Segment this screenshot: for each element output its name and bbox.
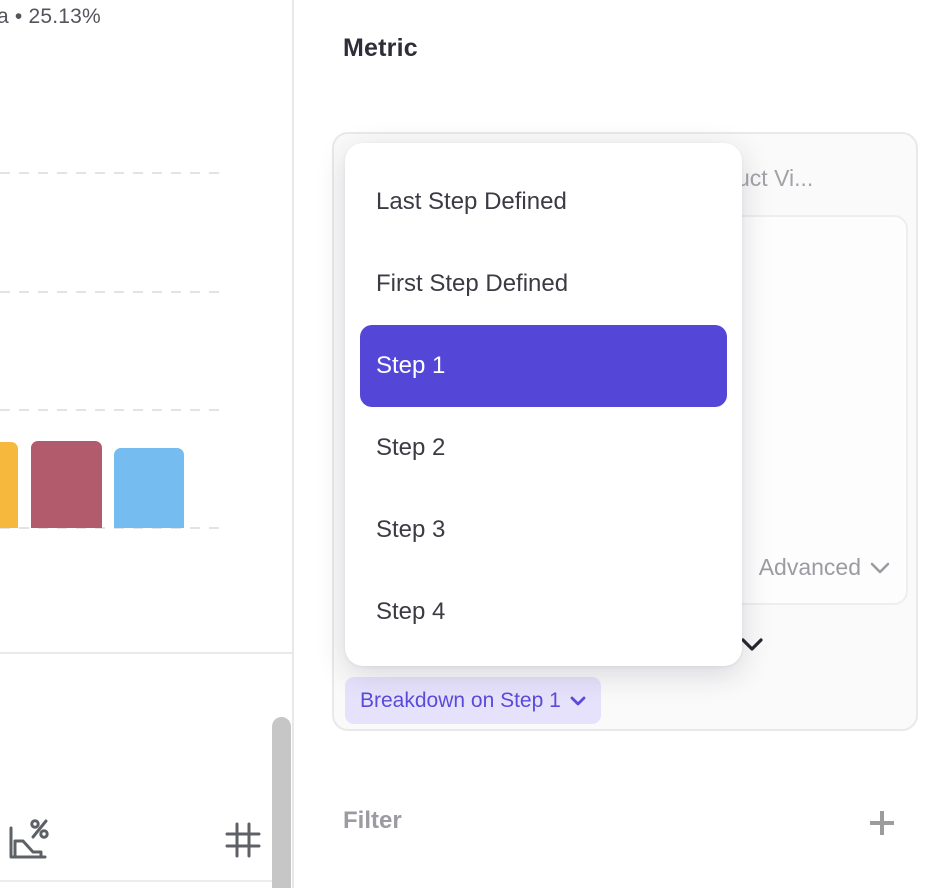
breakdown-on-step-button[interactable]: Breakdown on Step 1 [345,677,601,724]
dropdown-item-step-1-selected[interactable]: Step 1 [360,325,727,407]
filter-section-title: Filter [343,807,402,834]
event-name-label[interactable]: uct Vi... [737,165,814,191]
breakdown-button-label: Breakdown on Step 1 [360,688,561,712]
dropdown-item-step-4[interactable]: Step 4 [376,598,446,625]
section-divider [0,652,292,654]
dropdown-item-step-3[interactable]: Step 3 [376,516,446,543]
dropdown-item-first-step-defined[interactable]: First Step Defined [376,270,569,297]
chevron-down-icon [570,696,586,706]
gridline [0,172,228,174]
advanced-toggle[interactable]: Advanced [759,554,890,581]
collapse-chevron-icon[interactable] [740,637,764,652]
legend-label: a • 25.13% [0,5,101,28]
funnel-bar-orange[interactable] [0,442,18,528]
dropdown-item-step-2[interactable]: Step 2 [376,434,446,461]
add-filter-button[interactable] [862,803,902,843]
chevron-down-icon [870,562,890,574]
gridline [0,291,228,293]
funnel-bar-red[interactable] [31,441,102,528]
chart-percent-icon [5,815,51,863]
gridline [0,409,228,411]
funnel-bar-blue[interactable] [114,448,184,528]
hash-grid-icon [224,821,264,859]
plus-icon [862,803,902,843]
step-select-dropdown: Last Step Defined First Step Defined Ste… [345,143,742,666]
advanced-label: Advanced [758,554,861,580]
panel-bottom-border [0,880,273,882]
scrollbar-thumb[interactable] [272,717,291,888]
chart-panel: a • 25.13% [0,0,292,888]
metric-section-title: Metric [343,34,418,62]
panel-divider [292,0,294,888]
gridline [0,527,228,529]
grid-icon-button[interactable] [224,820,264,860]
dropdown-item-last-step-defined[interactable]: Last Step Defined [376,188,567,215]
conversion-chart-icon-button[interactable] [5,815,51,863]
